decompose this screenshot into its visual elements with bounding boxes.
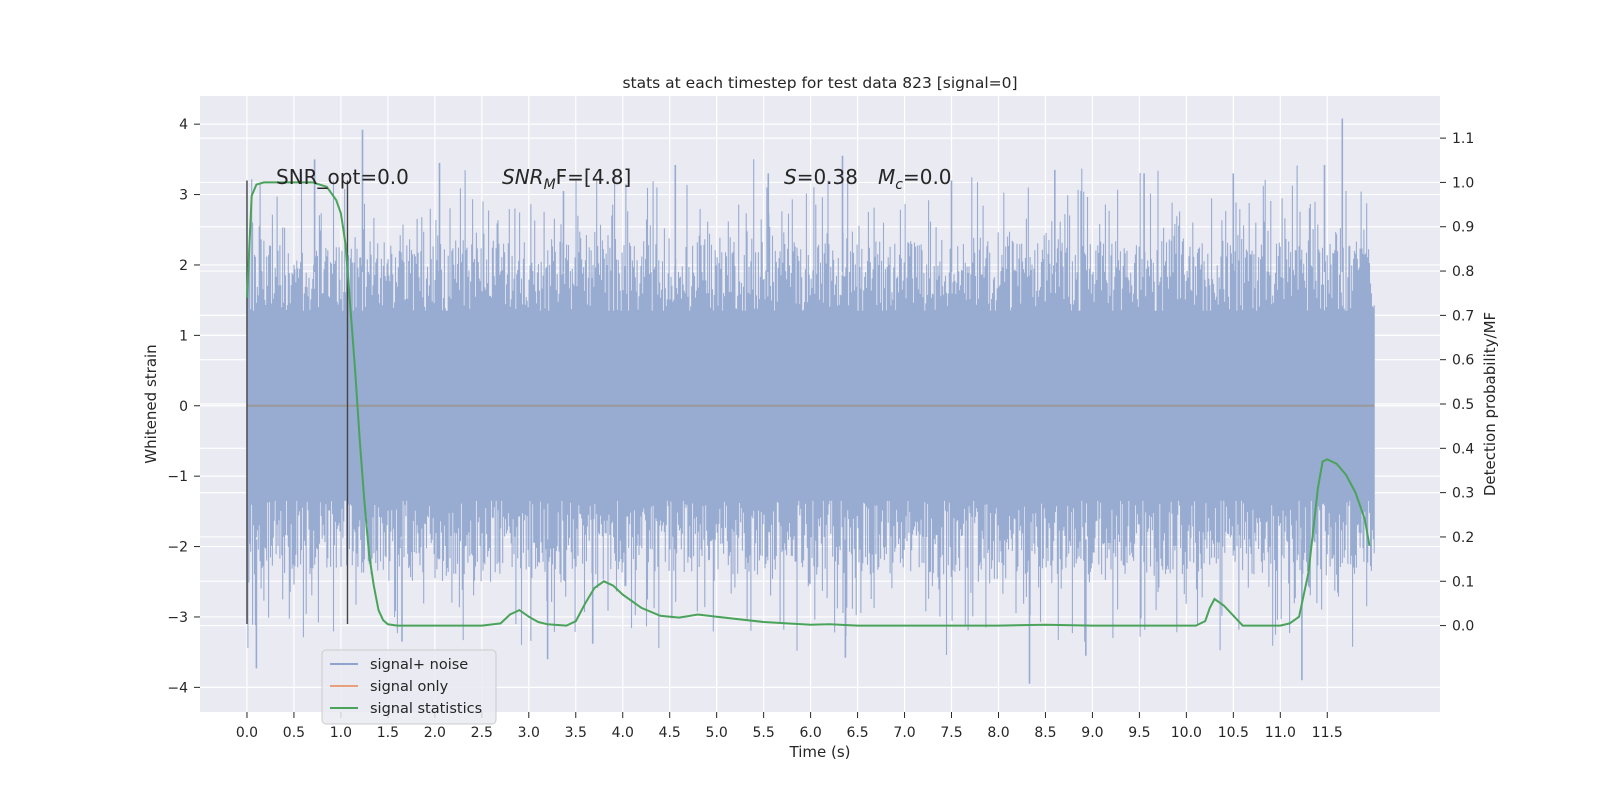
legend: signal+ noise signal only signal statist… [321, 649, 497, 725]
x-tick-label: 9.5 [1128, 725, 1150, 741]
legend-label-statistics: signal statistics [370, 701, 482, 717]
annotation-snr-mf-rest: F=[4.8] [556, 165, 632, 189]
y-tick-label: −2 [167, 540, 188, 556]
annotation-snr-opt: SNR_opt=0.0 [276, 165, 409, 189]
annotation-snr-mf-sub: M [544, 177, 556, 193]
annotation-s: S=0.38 [784, 165, 858, 189]
vertical-markers [246, 180, 349, 624]
y2-axis-ticks: 0.0 0.1 0.2 0.3 0.4 0.5 0.6 0.7 0.8 0.9 1.0 1.1 [1440, 131, 1474, 635]
x-tick-label: 1.5 [377, 725, 399, 741]
x-tick-label: 5.5 [753, 725, 775, 741]
legend-box [321, 649, 497, 725]
y2-tick-label: 0.8 [1452, 264, 1474, 280]
x-axis-label: Time (s) [789, 743, 851, 761]
y-tick-label: −4 [167, 680, 188, 696]
x-tick-label: 3.0 [518, 725, 540, 741]
x-tick-label: 4.5 [659, 725, 681, 741]
annotation-mc: Mc=0.0 [878, 165, 952, 193]
x-tick-label: 2.5 [471, 725, 493, 741]
y-tick-label: 0 [179, 399, 188, 415]
x-tick-label: 7.5 [940, 725, 962, 741]
y-axis-label: Whitened strain [142, 344, 160, 463]
x-tick-label: 3.5 [565, 725, 587, 741]
x-tick-label: 0.5 [283, 725, 305, 741]
y2-tick-label: 1.0 [1452, 175, 1474, 191]
annotation-mc-sub: c [895, 177, 903, 193]
legend-label-noise: signal+ noise [370, 657, 468, 673]
y2-tick-label: 0.7 [1452, 308, 1474, 324]
x-tick-label: 7.0 [893, 725, 915, 741]
y-axis-ticks: −4 −3 −2 −1 0 1 2 3 4 [167, 117, 200, 696]
chart-title: stats at each timestep for test data 823… [622, 74, 1017, 92]
y2-tick-label: 0.3 [1452, 486, 1474, 502]
signal-statistics-series [246, 181, 1371, 627]
x-tick-label: 0.0 [236, 725, 258, 741]
y2-axis-label: Detection probability/MF [1481, 312, 1499, 496]
x-tick-label: 8.0 [987, 725, 1009, 741]
x-axis-ticks: 0.0 0.5 1.0 1.5 2.0 2.5 3.0 3.5 4.0 4.5 5.0 5.5 6.0 6… [236, 712, 1343, 741]
y-tick-label: 3 [179, 188, 188, 204]
y2-tick-label: 0.4 [1452, 441, 1474, 457]
y2-tick-label: 0.1 [1452, 574, 1474, 590]
x-tick-label: 9.0 [1081, 725, 1103, 741]
x-tick-label: 2.0 [424, 725, 446, 741]
y2-tick-label: 0.9 [1452, 220, 1474, 236]
annotation-s-var: S [784, 165, 797, 189]
x-tick-label: 10.0 [1171, 725, 1202, 741]
annotation-mc-val: =0.0 [903, 165, 952, 189]
y-tick-label: −3 [167, 610, 188, 626]
x-tick-label: 11.0 [1265, 725, 1296, 741]
annotation-snr-mf-main: SNR [502, 165, 544, 189]
y2-tick-label: 0.0 [1452, 619, 1474, 635]
legend-label-signal-only: signal only [370, 679, 449, 695]
y2-tick-label: 1.1 [1452, 131, 1474, 147]
y2-tick-label: 0.6 [1452, 353, 1474, 369]
y2-tick-label: 0.2 [1452, 530, 1474, 546]
x-tick-label: 11.5 [1312, 725, 1343, 741]
x-tick-label: 10.5 [1218, 725, 1249, 741]
x-tick-label: 6.5 [846, 725, 868, 741]
y-tick-label: 2 [179, 258, 188, 274]
x-tick-label: 8.5 [1034, 725, 1056, 741]
annotation-mc-var: M [878, 165, 895, 189]
y-tick-label: −1 [167, 469, 188, 485]
annotation-s-val: =0.38 [797, 165, 858, 189]
y2-tick-label: 0.5 [1452, 397, 1474, 413]
y-tick-label: 4 [179, 117, 188, 133]
x-tick-label: 6.0 [799, 725, 821, 741]
x-tick-label: 5.0 [706, 725, 728, 741]
x-tick-label: 4.0 [612, 725, 634, 741]
annotation-snr-mf: SNRMF=[4.8] [502, 165, 631, 193]
x-tick-label: 1.0 [330, 725, 352, 741]
y-tick-label: 1 [179, 328, 188, 344]
